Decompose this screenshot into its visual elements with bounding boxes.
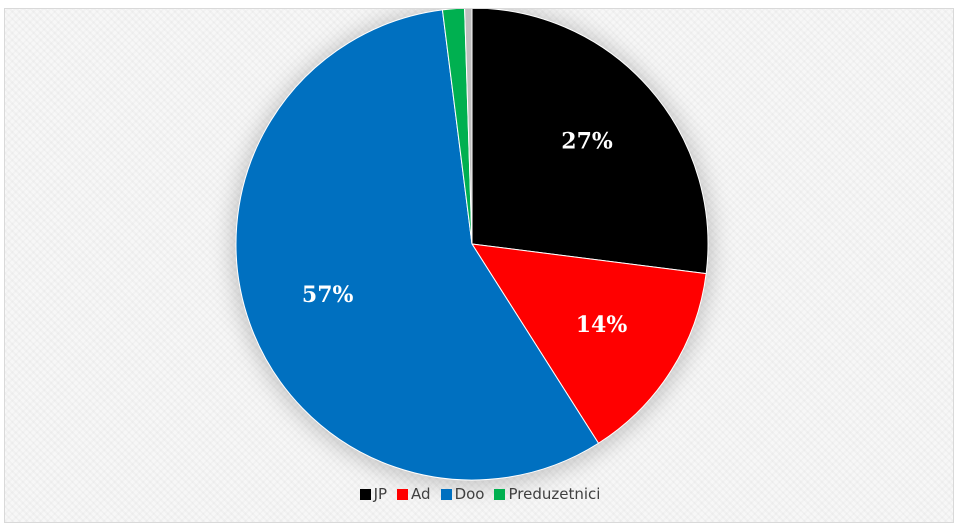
legend-item-doo: Doo [440,485,485,503]
data-label-ad: 14% [576,312,628,338]
chart-legend: JP Ad Doo Preduzetnici [5,485,955,503]
legend-label: Ad [411,485,431,503]
legend-item-preduzetnici: Preduzetnici [494,485,600,503]
legend-label: JP [373,485,388,503]
legend-item-ad: Ad [397,485,431,503]
legend-swatch [494,488,506,500]
chart-area: 27% 14% 57% JP Ad Doo Preduzetnici [4,8,954,523]
pie-slice-doo [235,9,600,481]
pie-chart: 27% 14% 57% [230,9,714,488]
legend-label: Preduzetnici [508,485,601,503]
legend-swatch [359,488,371,500]
data-label-jp: 27% [561,129,613,155]
pie-slice-other [464,9,473,245]
legend-swatch [440,488,452,500]
pie-slice-ad [471,243,707,444]
pie-slice-jp [471,9,709,275]
data-label-doo: 57% [302,282,354,308]
legend-label: Doo [454,485,485,503]
legend-swatch [397,488,409,500]
pie-slice-preduzetnici [441,9,473,245]
legend-item-jp: JP [359,485,388,503]
